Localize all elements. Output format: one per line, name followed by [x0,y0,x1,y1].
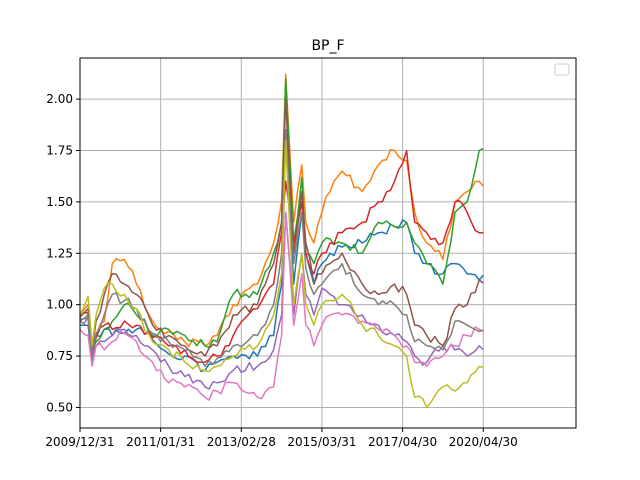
y-tick-label: 0.75 [46,349,73,363]
axis-ticks: 2009/12/31 2011/01/31 2013/02/28 2015/03/31… [45,92,517,449]
axes-frame [79,57,577,429]
x-tick-label: 2011/01/31 [126,435,195,449]
series-line-6 [79,98,484,357]
y-tick-label: 0.50 [46,400,73,414]
y-tick-label: 1.50 [46,195,73,209]
x-tick-label: 2015/03/31 [287,435,356,449]
x-tick-label: 2020/04/30 [449,435,518,449]
legend-box [554,63,570,76]
series-line-7 [79,211,484,401]
y-tick-label: 1.75 [46,144,73,158]
series-line-9 [79,139,484,409]
chart-title: BP_F [311,38,344,54]
grid [79,58,576,428]
x-tick-label: 2013/02/28 [207,435,276,449]
x-tick-label: 2009/12/31 [45,435,114,449]
plot-area [79,73,484,409]
y-tick-label: 1.00 [46,298,73,312]
y-tick-label: 1.25 [46,246,73,260]
x-tick-label: 2017/04/30 [368,435,437,449]
y-tick-label: 2.00 [46,92,73,106]
